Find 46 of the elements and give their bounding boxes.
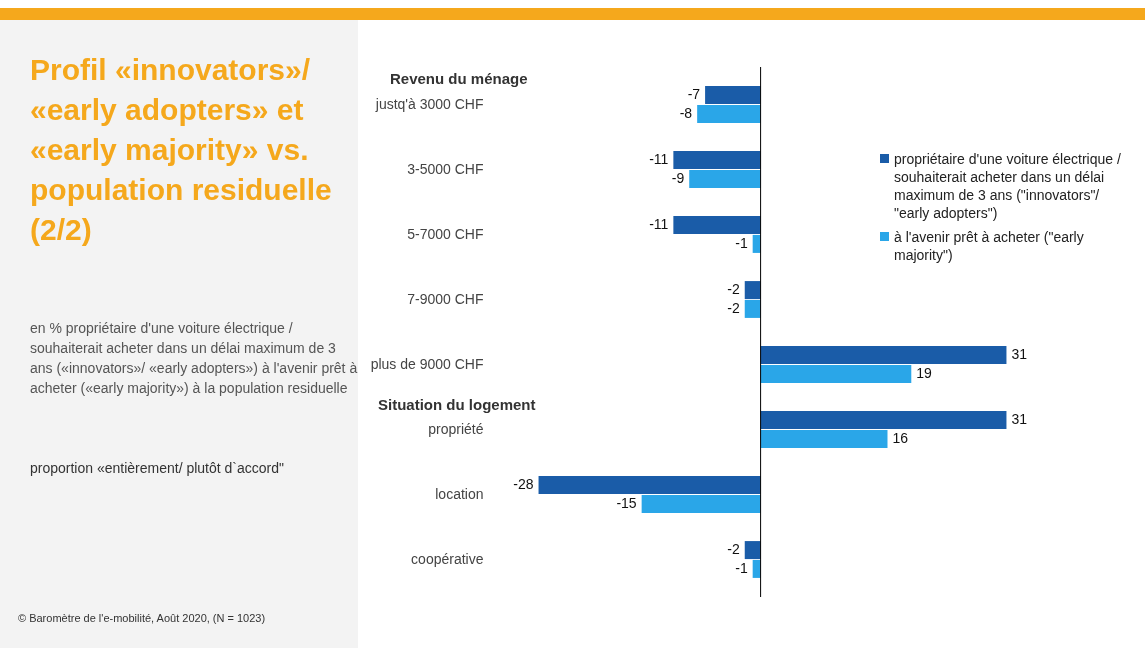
bar [538, 476, 761, 495]
data-label: -1 [735, 234, 748, 251]
y-tick-label: 7-9000 CHF [407, 291, 484, 307]
data-label: -11 [649, 151, 669, 168]
data-label: 19 [916, 364, 933, 381]
data-label: -11 [649, 216, 669, 233]
y-tick-label: coopérative [411, 551, 484, 567]
text: Profil «innovators»/ «early adopters» et «early majority» vs. population residuelle (2/2) [30, 52, 333, 248]
bar [673, 151, 761, 170]
text: en % propriétaire d'une voiture électrique / souhaiterait acheter dans un délai maximum de 3 ans («innovators»/ «early adopters») à l'avenir prêt à acheter («early majority») à la population residuelle [30, 319, 359, 398]
y-tick-label: propriété [428, 421, 484, 437]
y-tick-label: justq'à 3000 CHF [374, 96, 484, 112]
bar [760, 346, 1007, 365]
bar [760, 429, 888, 448]
legend-label: propriétaire d'une voiture électrique / souhaiterait acheter dans un délai maximum de 3 ans ("innovators"/ "early adopters") [894, 150, 1122, 222]
data-label: -2 [727, 299, 740, 316]
y-tick-label: plus de 9000 CHF [370, 356, 484, 372]
bar [760, 411, 1007, 430]
bar [641, 494, 761, 513]
bar [697, 104, 761, 123]
bar [760, 364, 912, 383]
data-label: -15 [616, 494, 637, 511]
data-label: -8 [679, 104, 693, 121]
text: proportion «entièrement/ plutôt d`accord" [30, 460, 285, 476]
text: Revenu du ménage [390, 70, 528, 87]
y-tick-label: 5-7000 CHF [407, 226, 484, 242]
bar [689, 169, 761, 188]
data-label: 16 [892, 429, 909, 446]
bar [744, 541, 761, 560]
y-tick-label: location [435, 486, 484, 502]
bar [673, 216, 761, 235]
data-label: -28 [513, 476, 534, 493]
data-label: -2 [727, 281, 740, 298]
y-tick-label: 3-5000 CHF [407, 161, 484, 177]
bar [705, 86, 761, 105]
data-label: 31 [1011, 411, 1028, 428]
data-label: -2 [727, 541, 740, 558]
legend-label: à l'avenir prêt à acheter ("early majority") [894, 228, 1085, 264]
text: Situation du logement [378, 396, 536, 413]
data-label: -7 [687, 86, 701, 103]
bar [744, 299, 761, 318]
data-label: -9 [671, 169, 685, 186]
text: © Baromètre de l'e-mobilité, Août 2020, (N = 1023) [18, 612, 267, 624]
bar [744, 281, 761, 300]
data-label: 31 [1011, 346, 1028, 363]
data-label: -1 [735, 559, 748, 576]
